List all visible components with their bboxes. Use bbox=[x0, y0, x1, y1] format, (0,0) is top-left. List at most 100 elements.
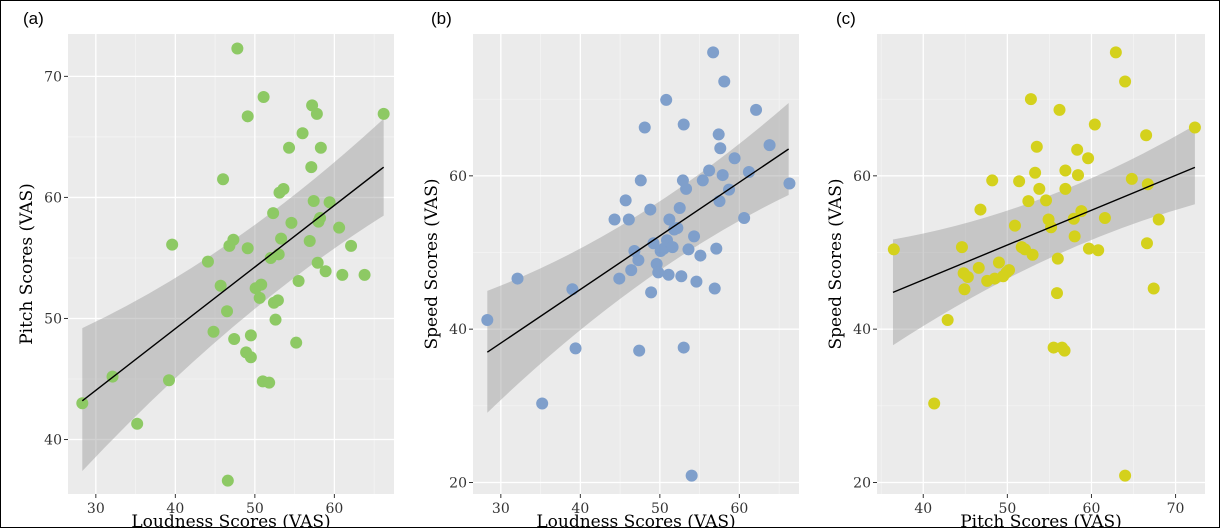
data-point bbox=[928, 397, 941, 410]
data-point bbox=[1040, 194, 1053, 207]
data-point bbox=[311, 256, 324, 269]
data-point bbox=[201, 255, 214, 268]
data-point bbox=[1082, 242, 1095, 255]
data-point bbox=[1119, 75, 1132, 88]
data-point bbox=[1140, 129, 1153, 142]
data-point bbox=[887, 243, 900, 256]
data-point bbox=[742, 166, 755, 178]
data-point bbox=[253, 291, 266, 304]
data-point bbox=[131, 417, 144, 430]
data-point bbox=[1050, 287, 1063, 300]
y-tick-label: 70 bbox=[44, 69, 62, 85]
x-tick-label: 30 bbox=[492, 501, 510, 517]
data-point bbox=[1013, 175, 1026, 188]
data-point bbox=[305, 161, 318, 174]
data-point bbox=[645, 286, 658, 299]
x-tick-label: 40 bbox=[166, 501, 184, 517]
data-point bbox=[1022, 195, 1035, 208]
data-point bbox=[677, 341, 690, 354]
x-axis-title: Pitch Scores (VAS) bbox=[960, 512, 1122, 527]
data-point bbox=[703, 164, 716, 177]
y-axis-title: Pitch Scores (VAS) bbox=[17, 183, 37, 345]
data-point bbox=[1109, 46, 1122, 59]
y-tick-label: 40 bbox=[449, 322, 467, 338]
data-point bbox=[1024, 93, 1037, 106]
data-point bbox=[1188, 121, 1201, 134]
x-tick-label: 50 bbox=[651, 501, 669, 517]
data-point bbox=[244, 329, 257, 342]
x-tick-label: 30 bbox=[87, 501, 105, 517]
data-point bbox=[290, 336, 303, 349]
data-point bbox=[217, 173, 230, 186]
data-point bbox=[662, 268, 675, 281]
data-point bbox=[972, 261, 985, 274]
x-axis-title: Loudness Scores (VAS) bbox=[131, 512, 330, 527]
panel-label: (b) bbox=[431, 9, 452, 28]
data-point bbox=[1072, 169, 1085, 182]
x-axis-title: Loudness Scores (VAS) bbox=[536, 512, 735, 527]
data-point bbox=[566, 283, 579, 296]
x-tick-label: 60 bbox=[325, 501, 343, 517]
data-point bbox=[1030, 140, 1043, 153]
data-point bbox=[638, 121, 651, 134]
data-point bbox=[1119, 469, 1132, 482]
data-point bbox=[310, 107, 323, 120]
data-point bbox=[680, 182, 693, 195]
x-tick-label: 60 bbox=[1083, 501, 1101, 517]
data-point bbox=[227, 233, 240, 246]
y-tick-label: 20 bbox=[853, 476, 871, 492]
data-point bbox=[1058, 344, 1071, 357]
data-point bbox=[307, 195, 320, 208]
data-point bbox=[613, 272, 626, 285]
data-point bbox=[750, 103, 763, 116]
data-point bbox=[628, 244, 641, 257]
regression-line bbox=[486, 148, 790, 353]
data-point bbox=[1059, 182, 1072, 195]
data-point bbox=[1092, 244, 1105, 257]
y-tick-label: 60 bbox=[44, 190, 62, 206]
data-point bbox=[634, 174, 647, 187]
regression-line bbox=[892, 166, 1196, 294]
y-tick-label: 40 bbox=[44, 433, 62, 449]
data-point bbox=[319, 265, 332, 278]
data-point bbox=[569, 342, 582, 355]
data-point bbox=[162, 374, 175, 387]
data-point bbox=[1075, 205, 1088, 218]
data-point bbox=[986, 174, 999, 187]
data-point bbox=[660, 93, 673, 106]
data-point bbox=[207, 325, 220, 338]
data-point bbox=[241, 242, 254, 255]
x-tick-label: 70 bbox=[1167, 501, 1185, 517]
y-axis-title: Speed Scores (VAS) bbox=[422, 179, 442, 350]
data-point bbox=[1053, 103, 1066, 116]
data-point bbox=[333, 221, 346, 234]
data-point bbox=[314, 141, 327, 154]
data-point bbox=[1068, 230, 1081, 243]
data-point bbox=[694, 249, 707, 262]
data-point bbox=[675, 270, 688, 283]
plot-background bbox=[877, 34, 1205, 494]
data-point bbox=[1051, 252, 1064, 265]
data-point bbox=[941, 313, 954, 326]
data-point bbox=[625, 264, 638, 277]
data-point bbox=[714, 142, 727, 155]
data-point bbox=[619, 194, 632, 207]
data-point bbox=[296, 127, 309, 140]
data-point bbox=[214, 279, 227, 292]
data-point bbox=[536, 397, 549, 410]
data-point bbox=[690, 275, 703, 288]
panel-a: 30 40 50 60 40 50 60 70 Loudness Scores (VAS) Pit… bbox=[17, 9, 394, 527]
data-point bbox=[688, 230, 701, 243]
data-point bbox=[263, 376, 276, 389]
data-point bbox=[377, 107, 390, 120]
data-point bbox=[647, 237, 660, 250]
y-tick-label: 60 bbox=[853, 169, 871, 185]
data-point bbox=[285, 216, 298, 229]
data-point bbox=[1047, 341, 1060, 354]
data-point bbox=[671, 221, 684, 234]
data-point bbox=[76, 397, 89, 410]
data-point bbox=[644, 203, 657, 216]
